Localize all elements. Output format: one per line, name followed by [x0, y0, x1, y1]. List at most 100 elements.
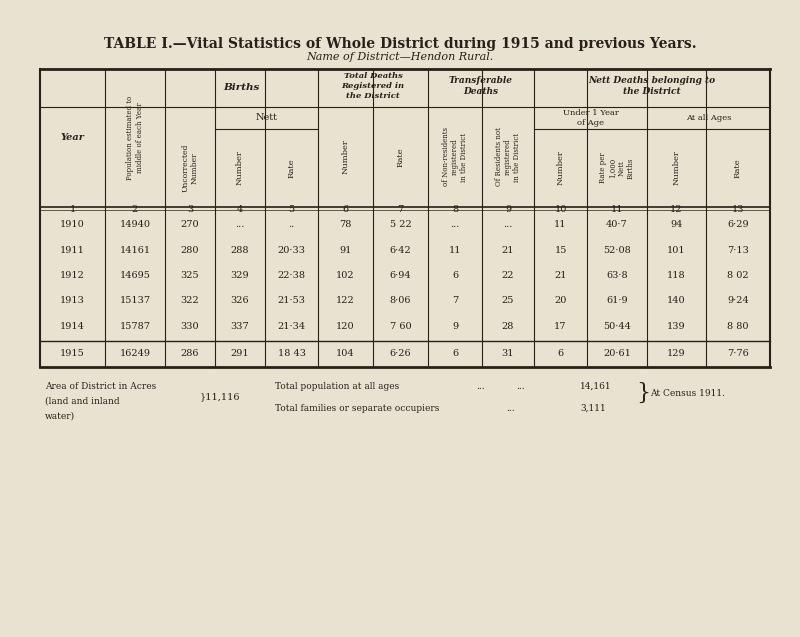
Text: 15137: 15137 [119, 296, 150, 305]
Text: }11,116: }11,116 [200, 392, 241, 401]
Text: Total population at all ages: Total population at all ages [275, 382, 399, 391]
Text: At all Ages: At all Ages [686, 114, 731, 122]
Text: Number: Number [557, 150, 565, 185]
Text: water): water) [45, 412, 75, 421]
Text: 18 43: 18 43 [278, 350, 306, 359]
Text: 13: 13 [732, 205, 744, 214]
Text: 1: 1 [70, 205, 76, 214]
Text: 9·24: 9·24 [727, 296, 749, 305]
Text: Nett: Nett [255, 113, 278, 122]
Text: Number: Number [673, 150, 681, 185]
Text: 78: 78 [339, 220, 352, 229]
Text: 6: 6 [452, 271, 458, 280]
Text: Rate per
1,000
Nett
Births: Rate per 1,000 Nett Births [599, 153, 635, 183]
Text: 6: 6 [558, 350, 563, 359]
Text: Total Deaths
Registered in
the District: Total Deaths Registered in the District [342, 72, 405, 100]
Text: 11: 11 [449, 246, 462, 255]
Text: 11: 11 [554, 220, 566, 229]
Text: ...: ... [516, 382, 524, 391]
Text: 288: 288 [230, 246, 250, 255]
Text: 52·08: 52·08 [603, 246, 631, 255]
Text: (land and inland: (land and inland [45, 397, 120, 406]
Text: Rate: Rate [397, 147, 405, 167]
Text: 325: 325 [181, 271, 199, 280]
Text: 139: 139 [667, 322, 686, 331]
Text: ...: ... [235, 220, 245, 229]
Text: 40·7: 40·7 [606, 220, 628, 229]
Text: 21: 21 [554, 271, 566, 280]
Text: 20·33: 20·33 [278, 246, 306, 255]
Text: 6·42: 6·42 [390, 246, 411, 255]
Text: ...: ... [503, 220, 513, 229]
Text: 21·53: 21·53 [278, 296, 306, 305]
Text: 291: 291 [230, 350, 250, 359]
Text: 14695: 14695 [119, 271, 150, 280]
Text: 20·61: 20·61 [603, 350, 631, 359]
Text: Transferable
Deaths: Transferable Deaths [449, 76, 513, 96]
Text: 94: 94 [670, 220, 682, 229]
Text: 11: 11 [610, 205, 623, 214]
Text: 329: 329 [230, 271, 250, 280]
Text: 140: 140 [667, 296, 686, 305]
Text: Rate: Rate [734, 158, 742, 178]
Text: 63·8: 63·8 [606, 271, 628, 280]
Text: 118: 118 [667, 271, 686, 280]
Text: 120: 120 [336, 322, 355, 331]
Text: 12: 12 [670, 205, 682, 214]
Text: Number: Number [236, 150, 244, 185]
Text: 1910: 1910 [60, 220, 85, 229]
Text: 28: 28 [502, 322, 514, 331]
Text: 337: 337 [230, 322, 250, 331]
Text: 104: 104 [336, 350, 355, 359]
Text: 7·13: 7·13 [727, 246, 749, 255]
Text: 14161: 14161 [119, 246, 150, 255]
Text: Year: Year [61, 134, 85, 143]
Text: 15787: 15787 [119, 322, 150, 331]
Text: 21: 21 [502, 246, 514, 255]
Text: 102: 102 [336, 271, 355, 280]
Text: 16249: 16249 [119, 350, 150, 359]
Text: 326: 326 [230, 296, 250, 305]
Text: 10: 10 [554, 205, 566, 214]
Text: ..: .. [288, 220, 294, 229]
Text: Number: Number [342, 140, 350, 175]
Text: 1914: 1914 [60, 322, 85, 331]
Text: Births: Births [223, 83, 260, 92]
Text: 17: 17 [554, 322, 566, 331]
Text: 8 80: 8 80 [727, 322, 749, 331]
Text: 1912: 1912 [60, 271, 85, 280]
Text: 5: 5 [289, 205, 294, 214]
Text: 21·34: 21·34 [278, 322, 306, 331]
Text: 15: 15 [554, 246, 566, 255]
Text: 2: 2 [132, 205, 138, 214]
Text: Rate: Rate [287, 158, 295, 178]
Text: 6: 6 [342, 205, 349, 214]
Text: 5 22: 5 22 [390, 220, 411, 229]
Text: Uncorrected
Number: Uncorrected Number [182, 144, 198, 192]
Text: 8 02: 8 02 [727, 271, 749, 280]
Text: 1915: 1915 [60, 350, 85, 359]
Text: 129: 129 [667, 350, 686, 359]
Text: ...: ... [476, 382, 484, 391]
Text: }: } [636, 382, 650, 404]
Text: Nett Deaths belonging to
the District: Nett Deaths belonging to the District [589, 76, 715, 96]
Text: 9: 9 [505, 205, 511, 214]
Text: 8·06: 8·06 [390, 296, 411, 305]
Text: 3: 3 [187, 205, 193, 214]
Text: 7: 7 [452, 296, 458, 305]
Text: 14,161: 14,161 [580, 382, 612, 391]
Text: 3,111: 3,111 [580, 404, 606, 413]
Text: At Census 1911.: At Census 1911. [650, 389, 725, 397]
Text: 6: 6 [452, 350, 458, 359]
Text: 101: 101 [667, 246, 686, 255]
Text: 8: 8 [452, 205, 458, 214]
Text: Of Residents not
registered
in the District: Of Residents not registered in the Distr… [494, 127, 522, 187]
Text: 22·38: 22·38 [278, 271, 306, 280]
Text: Under 1 Year
of Age: Under 1 Year of Age [562, 109, 618, 127]
Text: 322: 322 [181, 296, 199, 305]
Text: ...: ... [450, 220, 460, 229]
Text: 7: 7 [398, 205, 404, 214]
Text: 286: 286 [181, 350, 199, 359]
Text: ...: ... [506, 404, 514, 413]
Text: Name of District—Hendon Rural.: Name of District—Hendon Rural. [306, 52, 494, 62]
